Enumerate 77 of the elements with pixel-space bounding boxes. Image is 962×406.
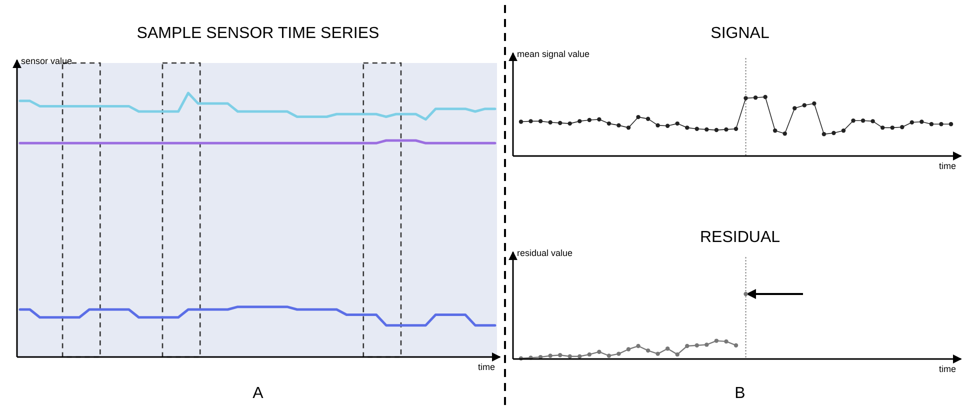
- point: [860, 118, 866, 123]
- point: [802, 103, 807, 108]
- y-axis-title: sensor value: [21, 56, 72, 66]
- point: [753, 95, 758, 100]
- point: [870, 119, 875, 124]
- text: B: [734, 385, 746, 402]
- point: [597, 117, 602, 122]
- point: [763, 94, 768, 100]
- point: [636, 114, 640, 120]
- y-axis-title: residual value: [517, 248, 573, 258]
- point: [538, 119, 543, 124]
- point: [578, 354, 582, 359]
- point: [704, 342, 709, 347]
- point: [714, 338, 719, 343]
- point: [744, 292, 748, 296]
- chart-title: SAMPLE SENSOR TIME SERIES: [136, 25, 380, 42]
- point: [548, 120, 552, 124]
- point: [910, 120, 914, 124]
- x-axis-title: time: [938, 161, 956, 171]
- point: [626, 126, 631, 130]
- point: [939, 122, 944, 126]
- point: [578, 119, 582, 124]
- point: [724, 339, 728, 344]
- text: A: [252, 385, 264, 402]
- point: [724, 127, 728, 132]
- point: [685, 344, 690, 348]
- point: [812, 101, 816, 106]
- point: [744, 96, 748, 100]
- point: [616, 123, 621, 128]
- point: [665, 124, 670, 128]
- point: [694, 343, 700, 348]
- point: [626, 347, 631, 352]
- point: [518, 120, 524, 124]
- point: [597, 350, 602, 354]
- point: [558, 120, 562, 126]
- x-axis-title: time: [938, 364, 956, 374]
- point: [675, 352, 680, 357]
- chart-title: RESIDUAL: [700, 229, 780, 246]
- point: [772, 128, 778, 133]
- point: [900, 124, 904, 130]
- point: [694, 126, 700, 131]
- point: [528, 119, 533, 124]
- point: [685, 126, 690, 130]
- point: [841, 128, 846, 133]
- point: [587, 352, 592, 357]
- point: [665, 346, 670, 351]
- x-axis-title: time: [478, 362, 495, 372]
- point: [714, 128, 719, 132]
- point: [606, 121, 612, 126]
- point: [646, 348, 650, 353]
- point: [548, 354, 552, 358]
- point: [822, 132, 826, 136]
- point: [782, 131, 787, 136]
- point: [734, 126, 738, 131]
- point: [920, 120, 924, 124]
- point: [606, 354, 612, 358]
- point: [734, 343, 738, 348]
- point: [704, 127, 709, 132]
- point: [929, 122, 934, 126]
- y-axis-title: mean signal value: [517, 49, 590, 59]
- point: [890, 126, 894, 130]
- point: [880, 126, 885, 130]
- point: [656, 123, 660, 128]
- point: [568, 354, 572, 359]
- point: [675, 121, 680, 126]
- point: [656, 352, 660, 356]
- point: [587, 118, 592, 122]
- point: [646, 116, 650, 121]
- point: [948, 122, 954, 126]
- point: [636, 344, 640, 348]
- point: [851, 118, 856, 123]
- chart-title: SIGNAL: [710, 25, 770, 42]
- point: [568, 121, 572, 126]
- point: [558, 352, 562, 358]
- point: [616, 352, 621, 356]
- point: [832, 130, 836, 136]
- point: [792, 106, 797, 110]
